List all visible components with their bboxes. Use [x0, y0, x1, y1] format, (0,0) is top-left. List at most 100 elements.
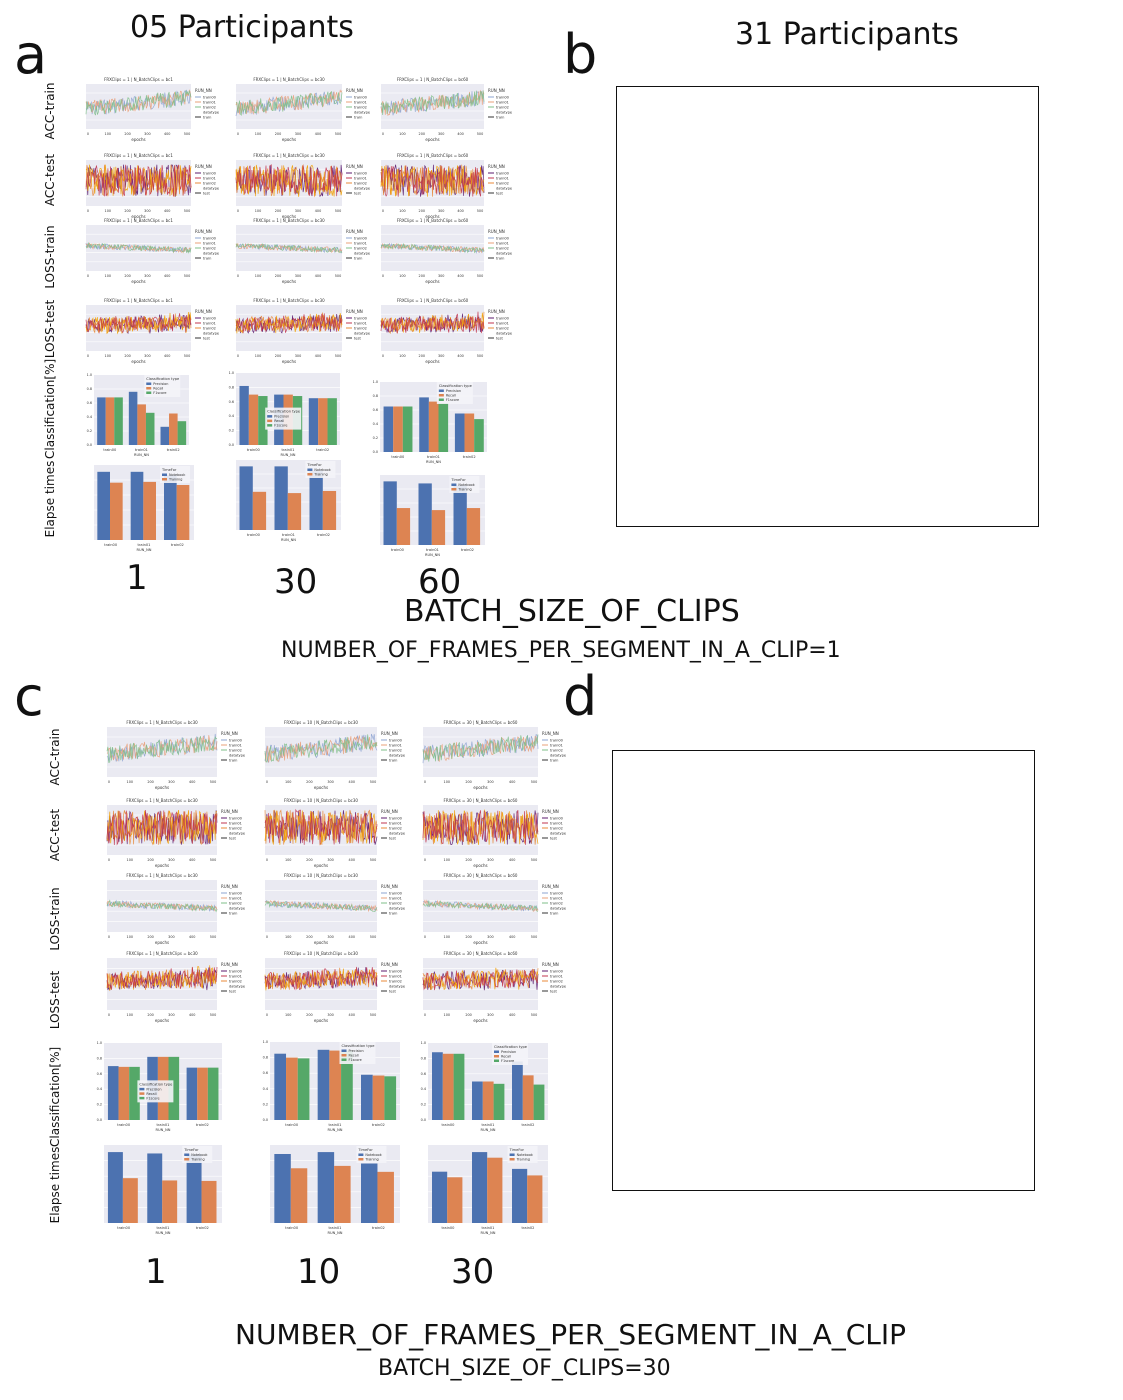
a-line-1-1-legend-label-0: train00: [354, 172, 368, 176]
a-line-1-2-tick-2: 200: [419, 209, 425, 213]
a-line-1-1-tick-0: 0: [237, 209, 239, 213]
a-class-1-bar-2-1: [318, 398, 328, 445]
c-line-2-0-xlabel: epochs: [155, 940, 169, 945]
a-line-2-0-xlabel: epochs: [131, 279, 145, 284]
c-line-1-0-tick-1: 100: [127, 858, 133, 862]
a-class-1-bar-2-2: [327, 398, 337, 445]
c-line-2-1-legend-label-2: train02: [389, 902, 402, 906]
a-time-1-legend-bg: [305, 461, 336, 478]
a-line-2-2-tick-0: 0: [382, 274, 384, 278]
a-class-0-bar-0-1: [105, 397, 115, 445]
a-line-3-2-series-3: [380, 311, 485, 334]
c-line-0-0-xlabel: epochs: [155, 785, 169, 790]
a-class-2-cat-0: train00: [391, 455, 405, 459]
a-line-3-0-tick-5: 500: [184, 354, 190, 358]
c-line-2-0-tick-1: 100: [127, 935, 133, 939]
c-line-0-0-tick-3: 300: [168, 780, 174, 784]
c-line-0-0-legend-label-3: datatype: [229, 754, 246, 758]
c-time-2-legend-bg: [507, 1146, 538, 1163]
c-line-1-2-tick-5: 500: [531, 858, 537, 862]
c-line-1-1-legend-label-1: train01: [389, 822, 402, 826]
c-line-3-2-legend-label-3: datatype: [550, 985, 567, 989]
a-line-3-1-title: FRXClips = 1 | N_BatchClips = bc30: [253, 298, 325, 303]
a-line-3-2-legend-label-1: train01: [496, 322, 509, 326]
c-time-2-cat-1: train01: [482, 1226, 495, 1230]
c-line-1-1-legend-label-3: datatype: [389, 832, 406, 836]
c-time-2-legend-title: TimeFor: [509, 1148, 525, 1152]
a-line-2-1-tick-4: 400: [315, 274, 321, 278]
c-time-1-cat-0: train00: [285, 1226, 299, 1230]
a-class-1-bar-2-0: [308, 398, 319, 445]
c-class-0-legend-swatch-0: [139, 1087, 145, 1091]
c-line-0-1-xlabel: epochs: [314, 785, 328, 790]
a-class-2-cat-1: train01: [427, 455, 440, 459]
a-class-2-legend-swatch-0: [438, 389, 444, 392]
a-time-0-bar-1-0: [130, 471, 144, 540]
c-line-0-0-legend-label-4: train: [229, 759, 237, 763]
a-line-3-2-legend-title: RUN_NN: [488, 309, 505, 314]
a-line-2-1-legend-label-0: train00: [354, 237, 368, 241]
c-line-3-2-legend-label-4: test: [550, 990, 557, 994]
a-line-0-0-legend-label-2: train02: [203, 106, 216, 110]
a-time-2-bar-2-1: [466, 508, 481, 545]
a-time-0-bar-0-0: [97, 471, 110, 540]
a-line-0-1-legend-label-3: datatype: [354, 111, 371, 115]
c-time-2-bar-1-1: [487, 1157, 503, 1223]
c-line-3-2-legend-label-2: train02: [550, 980, 563, 984]
c-class-1-xlabel: RUN_NN: [328, 1128, 343, 1132]
a-class-0-bar-0-0: [97, 397, 106, 445]
a-line-3-0-tick-2: 200: [124, 354, 130, 358]
a-line-0-2-tick-4: 400: [457, 132, 463, 136]
a-line-1-2-legend-label-1: train01: [496, 177, 509, 181]
c-class-2-legend-swatch-1: [494, 1055, 499, 1058]
c-time-0-legend-label-0: Notebook: [191, 1153, 207, 1157]
a-class-0-ytick-2: 0.4: [87, 415, 92, 419]
c-line-3-1-legend-label-3: datatype: [389, 985, 406, 989]
c-line-0-1-series-1: [264, 735, 378, 763]
a-line-2-2-legend-label-0: train00: [496, 237, 510, 241]
a-class-1-xlabel: RUN_NN: [281, 453, 296, 457]
c-line-3-2-tick-3: 300: [487, 1013, 493, 1017]
a-line-0-2-legend-label-3: datatype: [496, 111, 513, 115]
a-class-0-legend-swatch-2: [146, 391, 152, 394]
a-line-0-1-xlabel: epochs: [282, 137, 296, 142]
a-line-1-1-tick-1: 100: [255, 209, 261, 213]
c-line-1-1-title: FRXClips = 10 | N_BatchClips = bc30: [284, 798, 358, 803]
c-class-0-legend-swatch-1: [139, 1092, 145, 1095]
c-class-0-legend-label-2: F1score: [146, 1096, 159, 1100]
a-class-2-bar-2-0: [454, 413, 465, 452]
c-line-1-2-tick-2: 200: [465, 858, 471, 862]
a-line-1-1-tick-5: 500: [335, 209, 341, 213]
a-line-0-2-tick-0: 0: [382, 132, 384, 136]
a-time-2-bar-1-0: [418, 483, 432, 545]
a-line-3-0-title: FRXClips = 1 | N_BatchClips = bc1: [104, 298, 173, 303]
c-class-2-legend-bg: [492, 1043, 528, 1065]
a-line-3-2-title: FRXClips = 1 | N_BatchClips = bc60: [397, 298, 469, 303]
a-class-1-legend-title: Classification type: [267, 410, 301, 414]
c-class-2-bar-0-0: [432, 1052, 443, 1120]
a-line-1-1-legend-label-2: train02: [354, 182, 367, 186]
a-line-0-0-tick-1: 100: [105, 132, 111, 136]
a-class-0-bar-2-2: [177, 421, 187, 445]
c-line-3-0-tick-0: 0: [108, 1013, 110, 1017]
c-class-1-bar-1-0: [317, 1049, 330, 1120]
a-class-0-ytick-1: 0.2: [87, 429, 92, 433]
a-class-2-bar-0-2: [402, 406, 413, 452]
c-time-1-bar-2-1: [377, 1171, 394, 1223]
a-time-0-cat-1: train01: [138, 543, 151, 547]
a-class-2-legend-title: Classification type: [439, 384, 473, 388]
c-line-0-2-tick-5: 500: [531, 780, 537, 784]
c-line-0-0-title: FRXClips = 1 | N_BatchClips = bc30: [126, 720, 198, 725]
a-class-0-legend-label-2: F1score: [153, 391, 166, 395]
c-line-1-2-title: FRXClips = 30 | N_BatchClips = bc60: [444, 798, 518, 803]
a-line-1-0-legend-label-1: train01: [203, 177, 216, 181]
a-line-0-0-tick-2: 200: [124, 132, 130, 136]
c-class-0-cat-2: train02: [196, 1123, 209, 1127]
a-time-1-bar-0-1: [252, 491, 267, 530]
c-line-1-1-series-1: [264, 809, 378, 845]
c-class-2-bar-0-2: [453, 1053, 465, 1120]
bottom-x-title: NUMBER_OF_FRAMES_PER_SEGMENT_IN_A_CLIP: [235, 1318, 907, 1351]
a-line-0-1-legend-label-4: train: [354, 116, 362, 120]
c-line-1-1-tick-5: 500: [370, 858, 376, 862]
